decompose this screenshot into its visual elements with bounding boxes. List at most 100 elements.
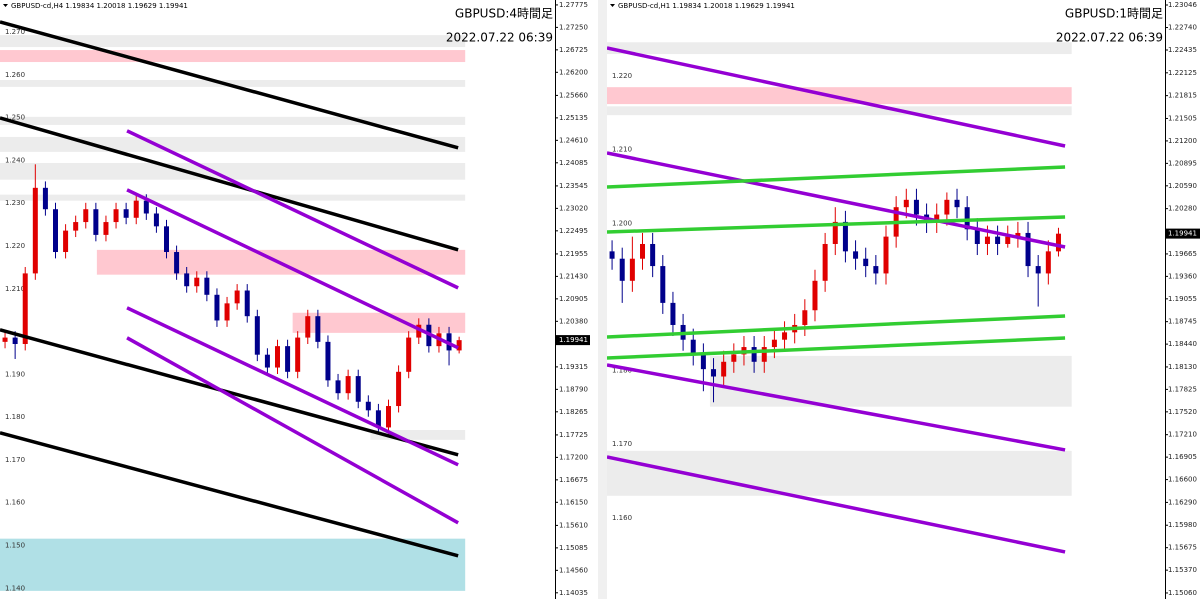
y-tick-label: 1.20895 (1168, 159, 1197, 167)
candle-body (995, 236, 1001, 244)
y-tick-label: 1.19055 (1168, 295, 1197, 303)
y-tick-label: 1.21505 (1168, 114, 1197, 122)
y-tick-label: 1.25660 (559, 91, 588, 99)
panel-separator (598, 0, 607, 599)
candle-body (204, 277, 210, 295)
candle-body (365, 401, 371, 411)
price-zone (607, 87, 1072, 105)
y-tick-label: 1.22740 (1168, 24, 1197, 32)
trend-line (0, 116, 459, 252)
candle-body (1005, 236, 1011, 244)
trend-line (607, 336, 1066, 360)
candle-body (609, 251, 615, 259)
candle-body (325, 341, 331, 381)
candle-body (903, 199, 909, 208)
candle-body (721, 361, 727, 377)
chart-title: GBPUSD:1時間足 (1065, 7, 1163, 21)
price-zone (0, 50, 466, 63)
candle-body (1045, 251, 1051, 274)
price-zone (0, 116, 466, 125)
candle-body (234, 290, 240, 304)
candle-body (660, 266, 666, 303)
chart-symbol-line: GBPUSD-cd,H4 1.19834 1.20018 1.19629 1.1… (11, 2, 188, 10)
candle-body (143, 200, 149, 214)
y-tick-label: 1.24610 (559, 136, 588, 144)
level-label: 1.170 (5, 456, 25, 464)
level-label: 1.160 (612, 514, 632, 522)
candle-body (934, 214, 940, 222)
y-tick-label: 1.22435 (1168, 46, 1197, 54)
trend-line (607, 165, 1066, 189)
level-label: 1.220 (5, 242, 25, 250)
y-tick-label: 1.20905 (559, 295, 588, 303)
candle-body (944, 199, 950, 215)
y-tick-label: 1.18745 (1168, 318, 1197, 326)
candle-body (1035, 266, 1041, 274)
trend-line (607, 46, 1066, 148)
candle-body (305, 316, 311, 338)
price-zone (607, 42, 1072, 55)
candle-body (22, 273, 28, 344)
y-tick-label: 1.19360 (1168, 272, 1197, 280)
candle-body (93, 209, 99, 235)
level-label: 1.150 (5, 542, 25, 550)
candle-body (670, 302, 676, 325)
candle-body (984, 236, 990, 244)
candle-body (1025, 232, 1031, 267)
y-tick-label: 1.26200 (559, 68, 588, 76)
candle-body (184, 273, 190, 287)
candle-body (2, 337, 8, 342)
candle-body (32, 187, 38, 274)
y-tick-label: 1.19665 (1168, 250, 1197, 258)
candle-body (863, 258, 869, 267)
y-tick-label: 1.18130 (1168, 363, 1197, 371)
trend-line (126, 306, 459, 467)
y-tick-label: 1.22495 (559, 227, 588, 235)
y-tick-label: 1.15370 (1168, 566, 1197, 574)
y-tick-label: 1.16905 (1168, 453, 1197, 461)
candle-body (123, 209, 129, 218)
y-tick-label: 1.24085 (559, 159, 588, 167)
y-tick-label: 1.16675 (559, 476, 588, 484)
y-tick-label: 1.16600 (1168, 476, 1197, 484)
candle-body (619, 258, 625, 281)
trend-line (607, 215, 1066, 234)
candle-body (386, 406, 391, 428)
candle-body (1015, 232, 1021, 237)
level-label: 1.230 (5, 199, 25, 207)
y-tick-label: 1.18790 (559, 385, 588, 393)
candle-body (731, 354, 737, 362)
level-label: 1.250 (5, 114, 25, 122)
price-zone (607, 106, 1072, 116)
y-tick-label: 1.20590 (1168, 182, 1197, 190)
y-tick-label: 1.27250 (559, 23, 588, 31)
candle-body (802, 310, 808, 325)
candle-body (416, 324, 422, 338)
level-label: 1.170 (612, 440, 632, 448)
price-zone (0, 80, 466, 87)
y-tick-label: 1.15060 (1168, 589, 1197, 597)
candle-body (244, 290, 250, 317)
candle-body (640, 243, 646, 259)
candle-body (214, 294, 220, 321)
y-tick-label: 1.27775 (559, 1, 588, 9)
plot-area: 1.270 1.260 1.250 1.240 1.230 1.220 1.210 1.190… (0, 20, 466, 592)
price-zone (0, 136, 466, 152)
y-tick-label: 1.15675 (1168, 544, 1197, 552)
candle-body (396, 371, 402, 407)
y-tick-label: 1.15085 (559, 544, 588, 552)
price-zone (292, 312, 466, 333)
y-tick-label: 1.16150 (559, 498, 588, 506)
candle-body (42, 187, 48, 210)
y-tick-label: 1.17210 (1168, 431, 1197, 439)
trend-line (0, 431, 459, 558)
y-tick-label: 1.23545 (559, 182, 588, 190)
candle-body (812, 280, 818, 311)
candle-body (275, 346, 280, 368)
candle-body (751, 347, 757, 362)
candle-body (345, 376, 351, 394)
candle-body (954, 199, 960, 208)
candle-body (285, 346, 291, 372)
y-tick-label: 1.21200 (1168, 137, 1197, 145)
candle-body (254, 316, 260, 355)
